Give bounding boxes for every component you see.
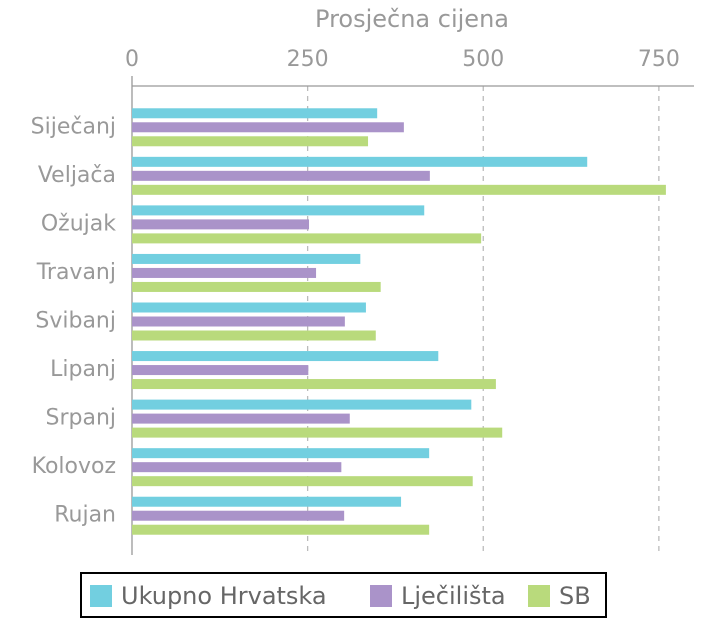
- bar: [132, 365, 309, 376]
- bar: [132, 316, 345, 327]
- legend-box: [80, 572, 607, 618]
- bar: [132, 267, 317, 278]
- bar: [132, 462, 342, 473]
- bar: [132, 136, 369, 147]
- legend-label: Ukupno Hrvatska: [121, 582, 327, 610]
- bar: [132, 281, 381, 292]
- y-tick-label: Ožujak: [41, 211, 116, 236]
- bar: [132, 219, 310, 230]
- y-tick-label: Kolovoz: [32, 454, 116, 479]
- y-tick-label: Travanj: [36, 260, 116, 285]
- bar: [132, 524, 430, 535]
- bar: [132, 233, 482, 244]
- legend-swatch: [90, 585, 112, 607]
- bar: [132, 330, 376, 341]
- y-tick-label: Veljača: [38, 163, 116, 188]
- y-tick-label: Rujan: [54, 503, 116, 528]
- bar: [132, 427, 503, 438]
- y-tick-label: Siječanj: [31, 114, 116, 139]
- bar: [132, 496, 402, 507]
- x-tick-label: 750: [638, 47, 680, 72]
- legend-label: SB: [559, 582, 591, 610]
- x-tick-label: 500: [462, 47, 504, 72]
- x-tick-label: 0: [125, 47, 139, 72]
- y-tick-label: Svibanj: [35, 309, 116, 334]
- x-axis-title: Prosječna cijena: [315, 5, 509, 33]
- legend-swatch: [370, 585, 392, 607]
- bar: [132, 476, 473, 487]
- bar: [132, 184, 666, 195]
- x-tick-label: 250: [287, 47, 329, 72]
- bar: [132, 448, 430, 459]
- bar: [132, 156, 588, 167]
- bar: [132, 302, 366, 313]
- bar: [132, 351, 439, 362]
- bar: [132, 122, 404, 133]
- legend-label: Lječilišta: [401, 582, 506, 610]
- bar: [132, 108, 378, 119]
- bar: [132, 253, 361, 264]
- bar: [132, 399, 472, 410]
- bar: [132, 413, 350, 424]
- y-tick-label: Lipanj: [50, 357, 116, 382]
- bar: [132, 379, 496, 390]
- legend-swatch: [528, 585, 550, 607]
- bar: [132, 510, 345, 521]
- bar: [132, 170, 430, 181]
- y-tick-label: Srpanj: [45, 406, 116, 431]
- bar: [132, 205, 425, 216]
